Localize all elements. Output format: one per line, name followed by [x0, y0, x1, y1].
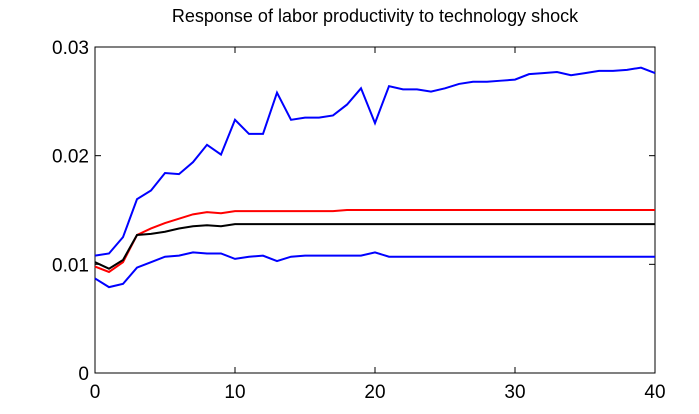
series-line — [94, 209, 655, 274]
x-tick-label: 30 — [504, 382, 525, 403]
y-tick-label: 0.02 — [52, 147, 89, 168]
series-line — [94, 223, 655, 270]
chart-title: Response of labor productivity to techno… — [172, 6, 579, 26]
x-tick-label: 20 — [364, 382, 385, 403]
series-line — [94, 251, 655, 289]
y-tick-label: 0 — [78, 364, 89, 385]
y-tick-label: 0.01 — [52, 255, 89, 276]
y-tick-label: 0.03 — [52, 38, 89, 59]
series-line — [94, 66, 656, 257]
x-tick-label: 10 — [224, 382, 245, 403]
x-tick-label: 40 — [644, 382, 665, 403]
x-tick-label: 0 — [90, 382, 101, 403]
